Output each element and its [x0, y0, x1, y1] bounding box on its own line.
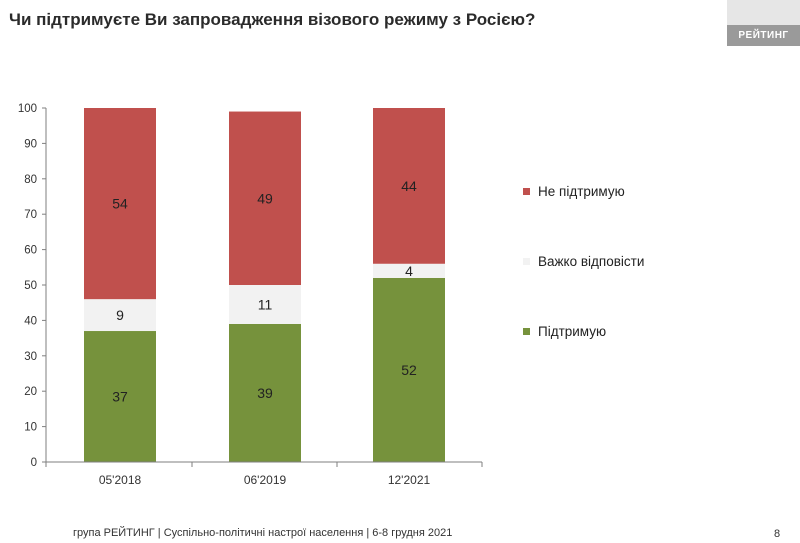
- y-tick-label: 30: [24, 351, 37, 363]
- bar-segment: [373, 277, 445, 462]
- y-tick-label: 0: [31, 457, 37, 469]
- bar-segment: [229, 323, 301, 462]
- x-axis: 05'2018 06'2019 12'2021: [45, 461, 483, 487]
- legend-swatch: [523, 328, 530, 335]
- y-tick-label: 20: [24, 386, 37, 398]
- data-label: 49: [257, 190, 273, 206]
- data-label: 11: [258, 296, 273, 312]
- legend-swatch: [523, 188, 530, 195]
- data-label: 39: [257, 385, 273, 401]
- chart-title: Чи підтримуєте Ви запровадження візового…: [9, 10, 536, 29]
- x-tick-label: 12'2021: [388, 473, 431, 487]
- brand-block: [727, 0, 800, 25]
- y-tick-label: 100: [18, 103, 37, 115]
- data-label: 4: [405, 263, 413, 279]
- bar-segment: [373, 108, 445, 264]
- legend-label: Важко відповісти: [538, 254, 645, 269]
- bar-segment: [84, 108, 156, 300]
- data-label: 44: [401, 178, 417, 194]
- y-tick-label: 40: [24, 315, 37, 327]
- bar-segment: [373, 263, 445, 278]
- y-tick-label: 60: [24, 245, 37, 257]
- data-label: 52: [401, 362, 417, 378]
- page-number: 8: [774, 528, 781, 540]
- y-axis: 0 10 20 30 40 50 60 70 80 90 100: [18, 103, 47, 469]
- data-label: 37: [112, 389, 128, 405]
- footer-text: група РЕЙТИНГ | Суспільно-політичні наст…: [73, 527, 453, 539]
- y-tick-label: 80: [24, 174, 37, 186]
- y-tick-label: 90: [24, 138, 37, 150]
- legend-label: Не підтримую: [538, 184, 625, 199]
- legend-item: Не підтримую: [523, 184, 625, 199]
- bar-segment: [229, 111, 301, 285]
- y-tick-label: 50: [24, 280, 37, 292]
- y-tick-label: 70: [24, 209, 37, 221]
- data-label: 54: [112, 196, 128, 212]
- legend-label: Підтримую: [538, 324, 607, 339]
- bar-segment: [84, 299, 156, 332]
- x-tick-label: 06'2019: [244, 473, 287, 487]
- brand-logo: РЕЙТИНГ: [727, 25, 800, 46]
- bar-segment: [229, 285, 301, 324]
- data-label: 9: [116, 307, 124, 323]
- legend-item: Підтримую: [523, 324, 606, 339]
- y-tick-label: 10: [24, 422, 37, 434]
- legend-item: Важко відповісти: [523, 254, 644, 269]
- bar-segment: [84, 331, 156, 462]
- legend-swatch: [523, 258, 530, 265]
- x-tick-label: 05'2018: [99, 473, 142, 487]
